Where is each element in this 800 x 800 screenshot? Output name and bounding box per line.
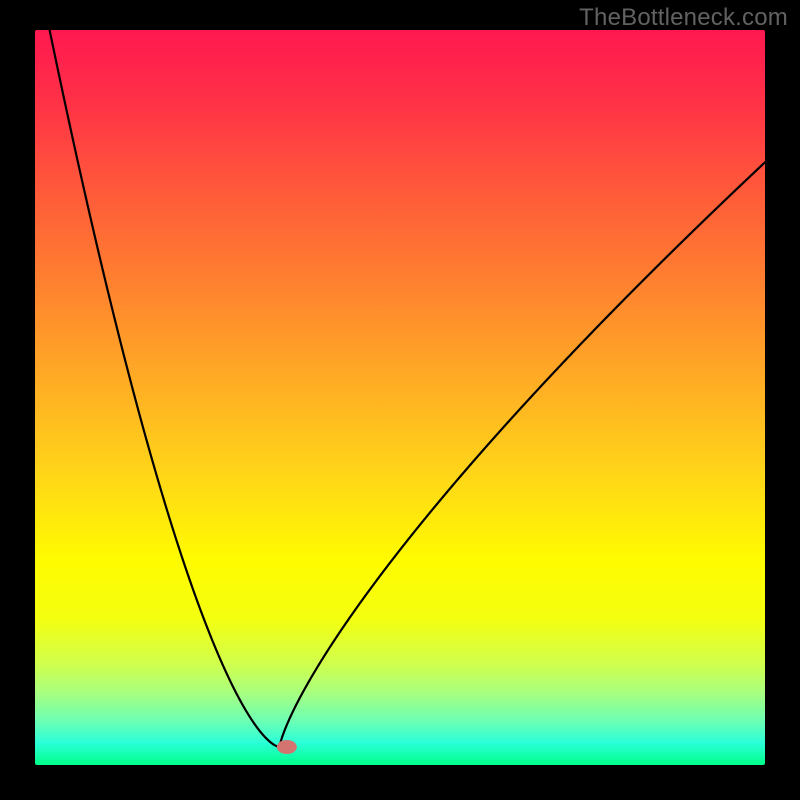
watermark-text: TheBottleneck.com bbox=[579, 4, 788, 32]
plot-area bbox=[35, 30, 765, 765]
gradient-background bbox=[35, 30, 765, 765]
chart-frame: TheBottleneck.com bbox=[0, 0, 800, 800]
min-marker bbox=[277, 740, 297, 754]
chart-svg bbox=[35, 30, 765, 765]
